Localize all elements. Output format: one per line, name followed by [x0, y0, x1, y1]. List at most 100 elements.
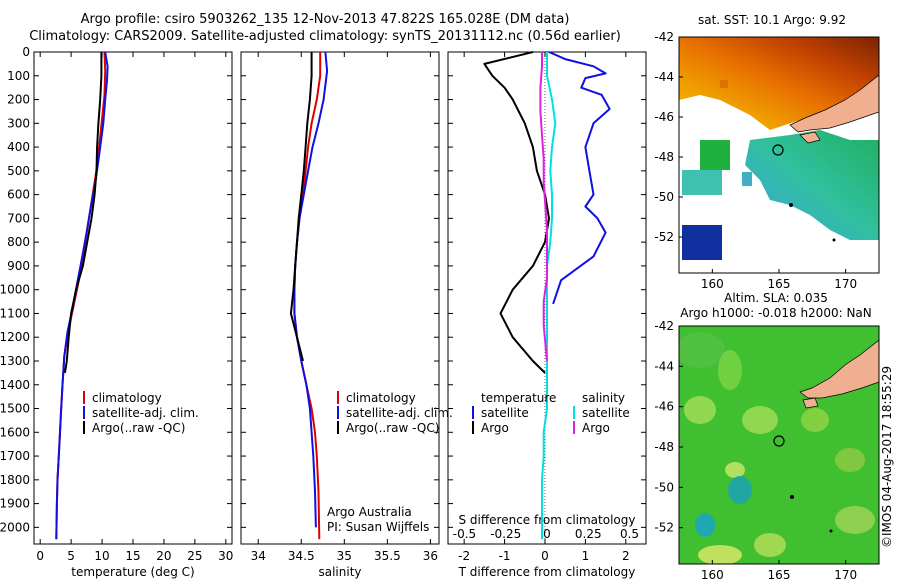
- sst-map: [678, 36, 880, 274]
- sla-blob: [835, 448, 865, 472]
- y-tick-label: 500: [7, 164, 30, 178]
- top-x-tick-label: -0.25: [490, 527, 521, 541]
- sla-blob: [742, 406, 778, 434]
- salinity-legend: climatology satellite-adj. clim. Argo(..…: [337, 391, 453, 435]
- y-tick-label: 1700: [0, 449, 30, 463]
- sst-title: sat. SST: 10.1 Argo: 9.92: [698, 13, 846, 27]
- y-tick-label: 1600: [0, 425, 30, 439]
- sst-patch: [682, 170, 722, 195]
- sla-low-blob: [728, 476, 752, 504]
- legend-label-s-argo: Argo: [582, 421, 610, 435]
- map-y-tick-label: -42: [654, 319, 674, 333]
- temperature-legend: climatology satellite-adj. clim. Argo(..…: [83, 391, 199, 435]
- series-line-temperature-satellite: [548, 51, 611, 305]
- map-x-tick-label: 160: [701, 568, 724, 580]
- map-y-tick-label: -42: [654, 30, 674, 44]
- series-line-argo-raw-qc-: [289, 52, 313, 362]
- sla-blob: [684, 396, 716, 424]
- plot-frame: [240, 51, 440, 545]
- pi-label: PI: Susan Wijffels: [327, 520, 429, 534]
- auckland-islands: [790, 495, 794, 499]
- map-x-tick-label: 170: [834, 277, 857, 291]
- y-tick-label: 600: [7, 188, 30, 202]
- x-axis-label: temperature (deg C): [71, 565, 194, 579]
- title-line-2: Climatology: CARS2009. Satellite-adjuste…: [29, 29, 621, 44]
- x-tick-label: 0: [36, 549, 44, 563]
- sst-patch: [720, 80, 728, 88]
- map-y-tick-label: -46: [654, 110, 674, 124]
- legend-title-temperature: temperature: [481, 391, 556, 405]
- auckland-islands: [789, 203, 793, 207]
- map-y-tick-label: -50: [654, 480, 674, 494]
- sla-title-1: Altim. SLA: 0.035: [724, 291, 828, 305]
- x-tick-label: -2: [458, 549, 470, 563]
- sla-blob: [698, 545, 742, 564]
- sst-patch: [700, 140, 730, 170]
- sst-cool-field: [745, 130, 879, 240]
- y-tick-label: 1900: [0, 497, 30, 511]
- y-tick-label: 1300: [0, 354, 30, 368]
- sla-map: [678, 325, 880, 565]
- y-tick-label: 1100: [0, 306, 30, 320]
- x-tick-label: 35: [337, 549, 352, 563]
- x-tick-label: 30: [218, 549, 233, 563]
- x-tick-label: 25: [187, 549, 202, 563]
- top-x-tick-label: 0: [543, 527, 551, 541]
- x-tick-label: 20: [156, 549, 171, 563]
- legend-label-t-satellite: satellite: [481, 406, 529, 420]
- x-tick-label: 34: [251, 549, 266, 563]
- map-y-tick-label: -46: [654, 400, 674, 414]
- argo-position-marker: [773, 435, 785, 447]
- sla-blob: [679, 332, 725, 368]
- legend-label-argo: Argo(..raw -QC): [346, 421, 439, 435]
- difference-panel: -2 -1 0 1 2 -0.5 -0.25 0 0.25 0.5S difference fro…: [447, 51, 647, 579]
- y-tick-label: 1000: [0, 283, 30, 297]
- y-tick-label: 800: [7, 235, 30, 249]
- sla-blob: [718, 350, 742, 390]
- legend-title-salinity: salinity: [582, 391, 625, 405]
- y-tick-label: 1400: [0, 378, 30, 392]
- map-x-tick-label: 170: [834, 568, 857, 580]
- x-axis-label: T difference from climatology: [458, 565, 636, 579]
- top-x-tick-label: 0.25: [575, 527, 602, 541]
- map-x-tick-label: 160: [701, 277, 724, 291]
- title-line-1: Argo profile: csiro 5903262_135 12-Nov-2…: [80, 12, 570, 27]
- top-x-tick-label: 0.5: [620, 527, 639, 541]
- x-tick-label: 10: [94, 549, 109, 563]
- y-tick-label: 1800: [0, 473, 30, 487]
- sla-blob: [754, 533, 786, 557]
- legend-label-t-argo: Argo: [481, 421, 509, 435]
- sla-title-2: Argo h1000: -0.018 h2000: NaN: [680, 306, 872, 320]
- map-y-tick-label: -50: [654, 190, 674, 204]
- series-line-salinity-argo: [539, 52, 548, 362]
- x-tick-label: 0: [541, 549, 549, 563]
- series-line-temperature-argo: [483, 51, 550, 374]
- map-x-tick-label: 165: [768, 568, 791, 580]
- y-tick-label: 100: [7, 69, 30, 83]
- land-south-island: [789, 74, 879, 133]
- legend-label-s-satellite: satellite: [582, 406, 630, 420]
- legend-label-argo: Argo(..raw -QC): [92, 421, 185, 435]
- sla-blob: [801, 408, 829, 432]
- argo-australia-label: Argo Australia: [327, 505, 412, 519]
- series-line-salinity-satellite: [541, 52, 557, 540]
- y-tick-label: 700: [7, 211, 30, 225]
- campbell-island: [832, 238, 836, 242]
- x-tick-label: 15: [125, 549, 140, 563]
- map-y-tick-label: -48: [654, 150, 674, 164]
- legend-label-satellite: satellite-adj. clim.: [92, 406, 199, 420]
- map-y-tick-label: -52: [654, 230, 674, 244]
- legend-label-climatology: climatology: [92, 391, 162, 405]
- map-axes: 160 165 170 -42 -44 -46 -48 -50 -52 160 165 170 -42 -…: [654, 30, 857, 580]
- legend-label-climatology: climatology: [346, 391, 416, 405]
- map-x-tick-label: 165: [768, 277, 791, 291]
- argo-position-marker: [772, 144, 784, 156]
- x-tick-label: 1: [582, 549, 590, 563]
- difference-legend: temperature salinity satellite Argo sate…: [472, 391, 630, 435]
- campbell-island: [829, 529, 833, 533]
- y-tick-label: 200: [7, 93, 30, 107]
- y-tick-label: 400: [7, 140, 30, 154]
- map-y-tick-label: -44: [654, 359, 674, 373]
- sst-warm-field: [679, 37, 879, 130]
